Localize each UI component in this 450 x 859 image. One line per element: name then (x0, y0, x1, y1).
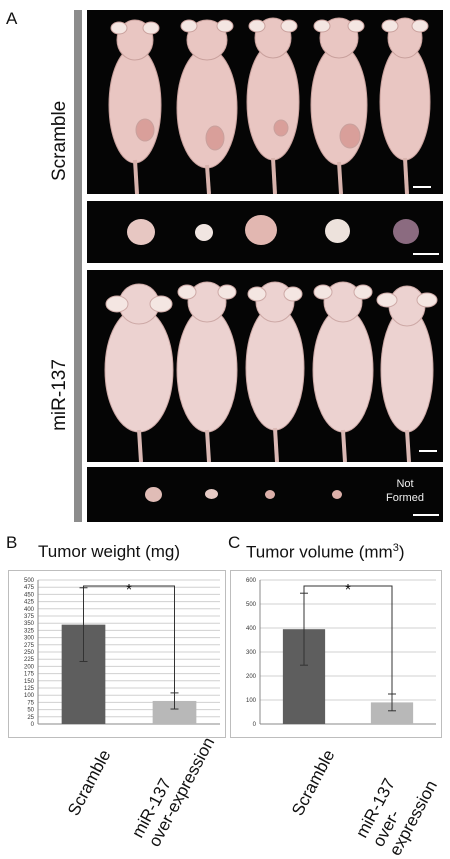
volume-tick-label-6: 600 (246, 578, 257, 584)
volume-significance-label: * (345, 582, 351, 599)
weight-tick-label-13: 325 (24, 628, 35, 634)
weight-tick-label-12: 300 (24, 636, 35, 642)
mouse-1 (104, 283, 174, 462)
weight-tick-label-0: 0 (31, 722, 35, 728)
volume-chart: 0 100 200 300 400 500 600 * (230, 570, 442, 738)
mouse-3 (245, 281, 305, 462)
volume-title-suffix: ) (398, 542, 405, 562)
volume-tick-label-5: 500 (246, 602, 257, 608)
volume-tick-label-0: 0 (253, 722, 257, 728)
panel-b-letter: B (6, 533, 18, 552)
weight-tick-label-8: 200 (24, 664, 35, 670)
weight-tick-label-10: 250 (24, 650, 35, 656)
weight-tick-label-5: 125 (24, 686, 35, 692)
weight-tick-label-1: 25 (27, 715, 34, 721)
volume-tick-label-2: 200 (246, 674, 257, 680)
weight-x-label-scramble: Scramble (64, 746, 115, 819)
scale-bar (413, 514, 439, 516)
mouse-5 (376, 285, 438, 462)
weight-tick-label-18: 450 (24, 592, 35, 598)
weight-tick-label-2: 50 (27, 708, 34, 714)
tumor-4 (332, 490, 342, 499)
volume-title-superscript: 3 (392, 542, 399, 554)
volume-bar-1 (370, 702, 414, 724)
not-formed-note: Not Formed (386, 478, 424, 504)
mir137-mice-drawing (104, 281, 438, 462)
panel-a-letter: A (6, 9, 18, 28)
mir137-tumors-photo: Not Formed (87, 467, 443, 522)
weight-tick-label-6: 150 (24, 679, 35, 685)
volume-tick-label-4: 400 (246, 626, 257, 632)
scale-bar (419, 450, 437, 452)
weight-tick-label-7: 175 (24, 672, 35, 678)
tumor-3 (265, 490, 275, 499)
tumor-3 (245, 215, 277, 245)
weight-tick-label-3: 75 (27, 700, 34, 706)
tumor-1 (145, 487, 162, 502)
scramble-group-bar (74, 10, 82, 272)
tumor-2 (205, 489, 218, 499)
weight-tick-label-15: 375 (24, 614, 35, 620)
weight-tick-label-16: 400 (24, 607, 35, 613)
scramble-mice-drawing (108, 17, 431, 194)
weight-tick-label-9: 225 (24, 657, 35, 663)
scramble-mice-photo (87, 10, 443, 194)
volume-x-label-scramble: Scramble (288, 746, 339, 819)
weight-significance-label: * (126, 582, 132, 599)
volume-x-label-mir137-text: miR-137 over-expression (352, 775, 441, 859)
weight-x-label-mir137-text: miR-137 over-expression (128, 734, 219, 850)
scramble-group-label: Scramble (49, 100, 70, 181)
volume-chart-title: Tumor volume (mm3) (246, 542, 405, 563)
volume-title-main: Tumor volume (mm (246, 542, 393, 562)
weight-tick-label-17: 425 (24, 600, 35, 606)
tumor-5 (393, 219, 419, 244)
tumor-1 (127, 219, 155, 245)
mouse-2 (176, 281, 238, 462)
volume-tick-label-1: 100 (246, 698, 257, 704)
mir137-group-label: miR-137 (49, 359, 70, 431)
scale-bar (413, 186, 431, 188)
volume-tick-label-3: 300 (246, 650, 257, 656)
weight-tick-label-11: 275 (24, 643, 35, 649)
weight-x-label-mir137: miR-137 over-expression (128, 725, 218, 850)
scale-bar (413, 253, 439, 255)
mouse-2 (176, 19, 238, 194)
weight-chart-title: Tumor weight (mg) (38, 542, 181, 561)
weight-bar-1 (152, 700, 197, 724)
mir137-mice-photo (87, 270, 443, 462)
weight-tick-label-14: 350 (24, 621, 35, 627)
mouse-1 (108, 19, 162, 194)
mouse-4 (310, 17, 368, 194)
tumor-2 (195, 224, 213, 241)
weight-tick-label-20: 500 (24, 578, 35, 584)
panel-c-letter: C (228, 533, 241, 552)
mouse-3 (246, 17, 300, 194)
weight-significance-bracket (83, 585, 175, 693)
weight-tick-label-4: 100 (24, 693, 35, 699)
mouse-5 (379, 17, 431, 194)
scramble-tumors-photo (87, 201, 443, 263)
volume-x-label-mir137: miR-137 over-expression (352, 745, 448, 858)
tumor-4 (325, 219, 350, 243)
volume-significance-bracket (303, 585, 393, 694)
mouse-4 (312, 281, 374, 462)
weight-tick-label-19: 475 (24, 585, 35, 591)
mir137-group-bar (74, 266, 82, 522)
